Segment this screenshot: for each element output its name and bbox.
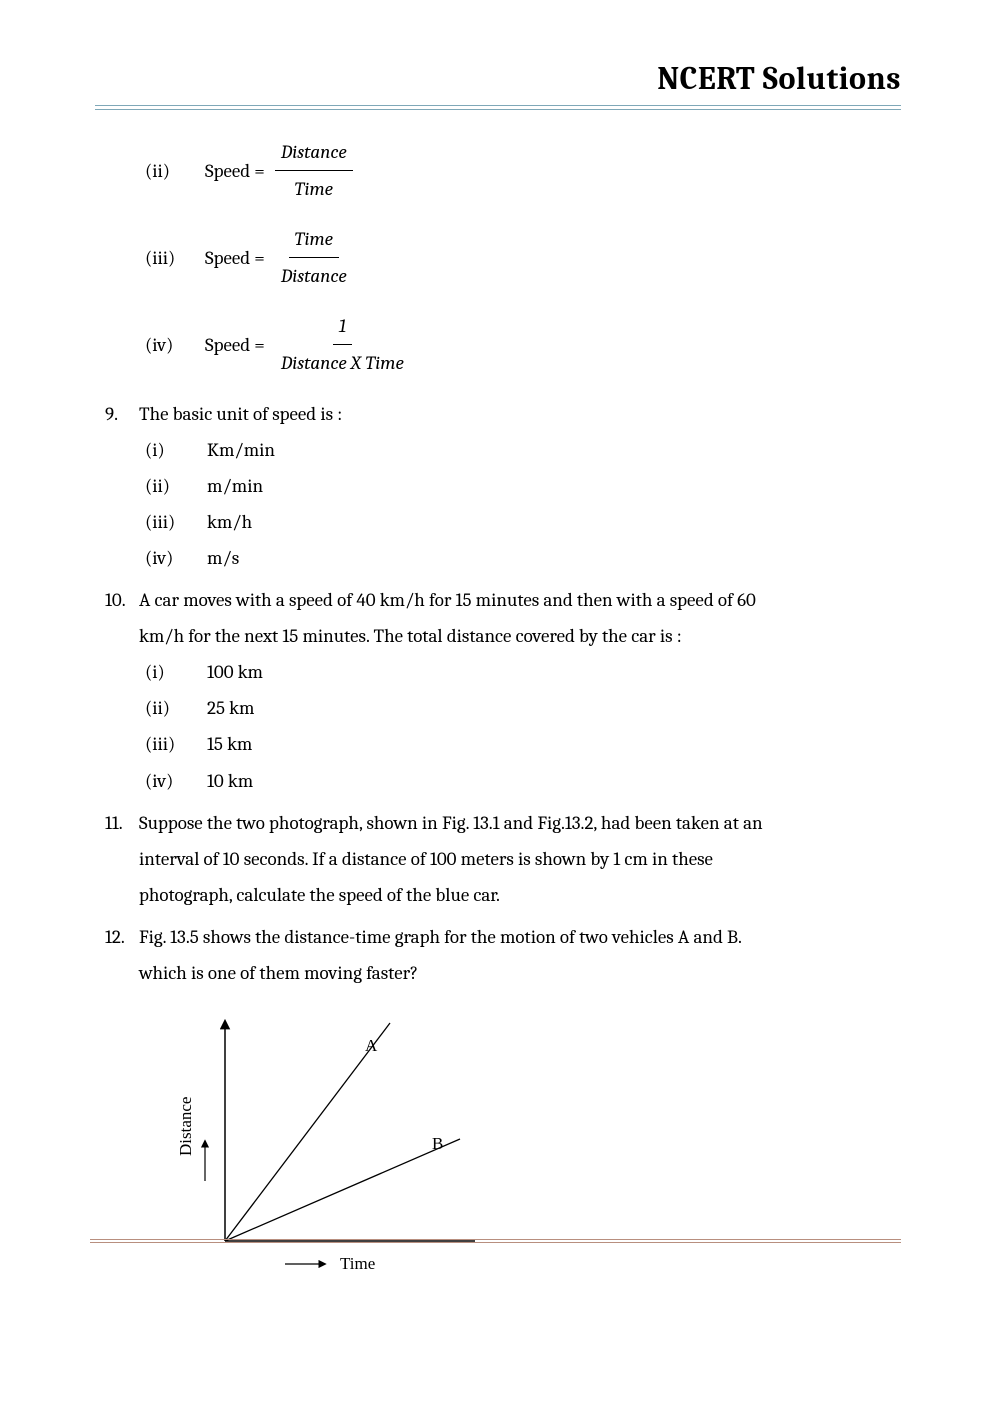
question-10: 10. A car moves with a speed of 40 km/h … [105, 582, 901, 618]
q10-option-i: (i) 100 km [145, 654, 901, 690]
option-text: 15 km [207, 726, 252, 762]
formula-label: Speed = [205, 327, 265, 363]
q10-option-ii: (ii) 25 km [145, 690, 901, 726]
question-text-line2: interval of 10 seconds. If a distance of… [139, 841, 901, 877]
graph-svg: A B Distance Time [165, 1011, 485, 1301]
page-title: NCERT Solutions [95, 60, 901, 105]
option-number: (ii) [145, 468, 207, 504]
question-text-line1: Suppose the two photograph, shown in Fig… [139, 805, 901, 841]
formula-label: Speed = [205, 153, 265, 189]
question-number: 9. [105, 396, 139, 432]
q9-option-ii: (ii) m/min [145, 468, 901, 504]
formula-num: (iv) [145, 327, 205, 363]
fraction-numerator: 1 [333, 308, 353, 345]
question-text-line1: Fig. 13.5 shows the distance-time graph … [139, 919, 901, 955]
question-text-line3: photograph, calculate the speed of the b… [139, 877, 901, 913]
q9-option-iii: (iii) km/h [145, 504, 901, 540]
q9-option-i: (i) Km/min [145, 432, 901, 468]
formula-num: (iii) [145, 240, 205, 276]
question-number: 12. [105, 919, 139, 955]
option-number: (iii) [145, 726, 207, 762]
footer-divider [90, 1239, 901, 1243]
question-text-line1: A car moves with a speed of 40 km/h for … [139, 582, 901, 618]
q9-option-iv: (iv) m/s [145, 540, 901, 576]
question-11: 11. Suppose the two photograph, shown in… [105, 805, 901, 841]
option-text: m/s [207, 540, 239, 576]
question-text-line2: km/h for the next 15 minutes. The total … [139, 618, 901, 654]
option-number: (ii) [145, 690, 207, 726]
fraction-numerator: Distance [275, 134, 353, 171]
option-number: (iii) [145, 504, 207, 540]
question-text-line2: which is one of them moving faster? [139, 955, 901, 991]
svg-text:B: B [432, 1134, 443, 1153]
formula-ii: (ii) Speed = Distance Time [145, 134, 901, 207]
fraction: Time Distance [275, 221, 353, 294]
option-number: (i) [145, 654, 207, 690]
option-text: Km/min [207, 432, 275, 468]
question-number: 10. [105, 582, 139, 618]
formula-iv: (iv) Speed = 1 Distance X Time [145, 308, 901, 381]
q10-option-iv: (iv) 10 km [145, 763, 901, 799]
distance-time-graph: A B Distance Time [165, 1011, 901, 1313]
fraction: Distance Time [275, 134, 353, 207]
question-number: 11. [105, 805, 139, 841]
question-9: 9. The basic unit of speed is : [105, 396, 901, 432]
page: NCERT Solutions (ii) Speed = Distance Ti… [0, 0, 991, 1403]
svg-text:Time: Time [340, 1254, 375, 1273]
fraction-denominator: Distance X Time [275, 345, 410, 381]
content-body: (ii) Speed = Distance Time (iii) Speed =… [95, 134, 901, 1313]
option-text: m/min [207, 468, 263, 504]
header-divider [95, 105, 901, 110]
fraction-numerator: Time [289, 221, 339, 258]
fraction-denominator: Time [289, 171, 339, 207]
fraction-denominator: Distance [275, 258, 353, 294]
option-number: (iv) [145, 540, 207, 576]
option-text: 25 km [207, 690, 254, 726]
option-text: 10 km [207, 763, 253, 799]
question-text: The basic unit of speed is : [139, 396, 901, 432]
option-text: km/h [207, 504, 252, 540]
option-number: (i) [145, 432, 207, 468]
svg-text:Distance: Distance [176, 1097, 195, 1156]
fraction: 1 Distance X Time [275, 308, 410, 381]
formula-num: (ii) [145, 153, 205, 189]
q10-option-iii: (iii) 15 km [145, 726, 901, 762]
svg-text:A: A [365, 1036, 378, 1055]
formula-label: Speed = [205, 240, 265, 276]
option-text: 100 km [207, 654, 263, 690]
formula-iii: (iii) Speed = Time Distance [145, 221, 901, 294]
option-number: (iv) [145, 763, 207, 799]
question-12: 12. Fig. 13.5 shows the distance-time gr… [105, 919, 901, 955]
